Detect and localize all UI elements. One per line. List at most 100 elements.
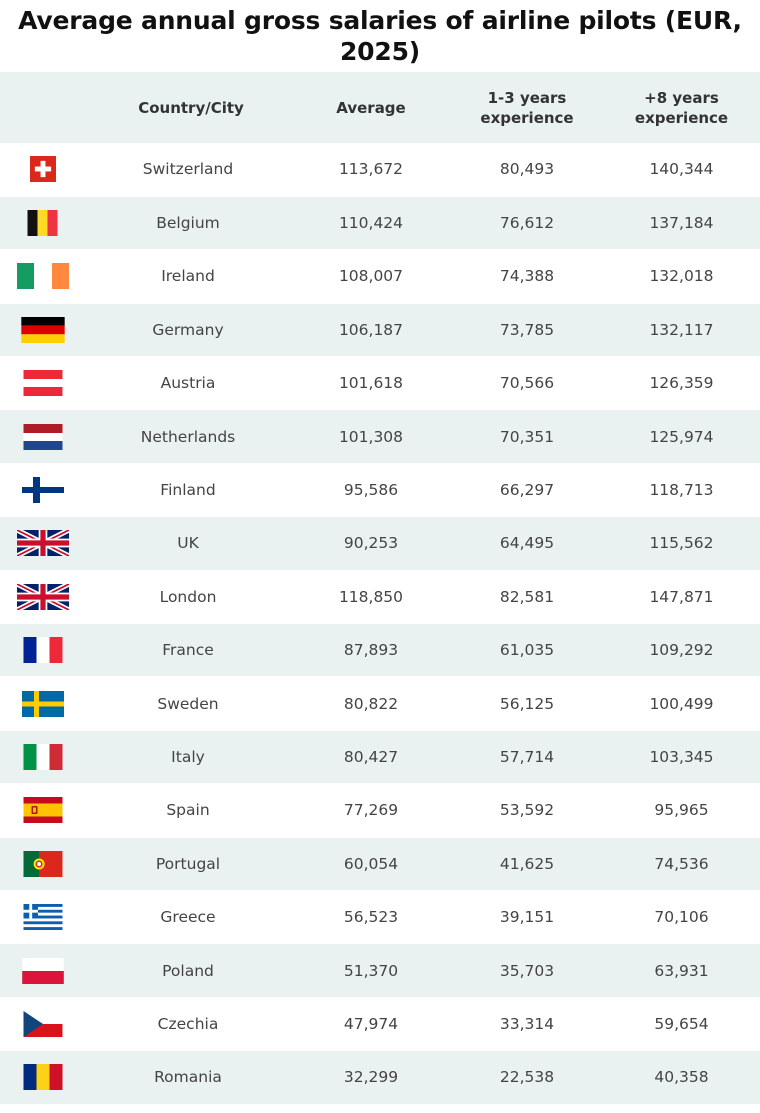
france-flag-icon	[22, 637, 64, 664]
average-value: 101,308	[338, 427, 404, 446]
czechia-flag-icon	[22, 1010, 64, 1037]
flag-cell	[0, 303, 85, 356]
table-row: France 87,893 61,035 109,292	[0, 623, 760, 677]
years-8-plus-value: 40,358	[654, 1068, 709, 1087]
average-value: 101,618	[338, 374, 404, 393]
years-1-3-value: 53,592	[499, 801, 555, 820]
flag-cell	[0, 837, 85, 890]
years-1-3-value: 82,581	[499, 587, 555, 606]
country-name: Poland	[162, 961, 214, 980]
years-8-plus-value: 103,345	[649, 747, 714, 766]
years-1-3-value: 35,703	[499, 961, 555, 980]
country-name: Greece	[160, 908, 216, 927]
years-8-plus-value: 63,931	[654, 961, 709, 980]
uk-flag-icon	[16, 530, 69, 557]
table-row: Finland 95,586 66,297 118,713	[0, 463, 760, 517]
sweden-flag-icon	[21, 690, 64, 717]
ireland-flag-icon	[16, 263, 69, 290]
average-value: 90,253	[343, 534, 399, 553]
table-row: Switzerland 113,672 80,493 140,344	[0, 143, 760, 197]
italy-flag-icon	[22, 743, 64, 770]
years-8-plus-value: 147,871	[649, 587, 714, 606]
header-8-plus-years: +8 years experience	[634, 88, 729, 127]
flag-cell	[0, 517, 85, 570]
table-header-row: Country/City Average 1-3 years experienc…	[0, 72, 760, 143]
flag-cell	[0, 196, 85, 249]
years-8-plus-value: 126,359	[649, 374, 714, 393]
austria-flag-icon	[22, 370, 64, 397]
years-1-3-value: 57,714	[499, 747, 555, 766]
years-8-plus-value: 118,713	[649, 481, 714, 500]
average-value: 113,672	[338, 160, 404, 179]
years-8-plus-value: 125,974	[649, 427, 714, 446]
table-row: Portugal 60,054 41,625 74,536	[0, 837, 760, 891]
average-value: 80,427	[343, 747, 399, 766]
average-value: 108,007	[338, 267, 404, 286]
poland-flag-icon	[21, 957, 64, 984]
country-name: Netherlands	[140, 427, 236, 446]
country-name: Germany	[152, 320, 224, 339]
table-row: Austria 101,618 70,566 126,359	[0, 356, 760, 410]
chart-title: Average annual gross salaries of airline…	[18, 6, 742, 66]
flag-cell	[0, 357, 85, 410]
average-value: 32,299	[343, 1068, 399, 1087]
flag-cell	[0, 997, 85, 1050]
average-value: 118,850	[338, 587, 404, 606]
country-name: Italy	[171, 747, 205, 766]
salary-table: Country/City Average 1-3 years experienc…	[0, 72, 760, 1105]
years-8-plus-value: 100,499	[649, 694, 714, 713]
years-8-plus-value: 59,654	[654, 1014, 709, 1033]
chart-title-container: Average annual gross salaries of airline…	[0, 0, 760, 72]
country-name: London	[159, 587, 217, 606]
country-name: Portugal	[155, 854, 221, 873]
years-8-plus-value: 95,965	[654, 801, 709, 820]
years-8-plus-value: 140,344	[649, 160, 714, 179]
years-1-3-value: 39,151	[499, 908, 555, 927]
years-8-plus-value: 137,184	[649, 214, 714, 233]
country-name: Belgium	[156, 214, 220, 233]
years-1-3-value: 64,495	[499, 534, 555, 553]
average-value: 47,974	[343, 1014, 399, 1033]
table-row: Sweden 80,822 56,125 100,499	[0, 676, 760, 731]
belgium-flag-icon	[27, 210, 58, 237]
average-value: 60,054	[343, 854, 399, 873]
years-1-3-value: 61,035	[499, 641, 555, 660]
table-row: Belgium 110,424 76,612 137,184	[0, 196, 760, 250]
table-row: Italy 80,427 57,714 103,345	[0, 730, 760, 784]
years-1-3-value: 41,625	[499, 854, 555, 873]
uk-flag-icon	[16, 583, 69, 610]
germany-flag-icon	[20, 316, 65, 343]
table-row: Spain 77,269 53,592 95,965	[0, 783, 760, 838]
country-name: Ireland	[161, 267, 215, 286]
average-value: 110,424	[338, 214, 404, 233]
spain-flag-icon	[22, 797, 64, 824]
table-row: Ireland 108,007 74,388 132,018	[0, 249, 760, 304]
header-country-city: Country/City	[138, 98, 244, 117]
flag-cell	[0, 890, 85, 943]
country-name: France	[162, 641, 214, 660]
flag-cell	[0, 730, 85, 783]
average-value: 51,370	[343, 961, 399, 980]
country-name: Austria	[160, 374, 216, 393]
years-1-3-value: 80,493	[499, 160, 555, 179]
country-name: Spain	[166, 801, 210, 820]
average-value: 77,269	[343, 801, 399, 820]
years-1-3-value: 76,612	[499, 214, 555, 233]
average-value: 56,523	[343, 908, 399, 927]
flag-cell	[0, 250, 85, 303]
average-value: 87,893	[343, 641, 399, 660]
netherlands-flag-icon	[22, 423, 64, 450]
switzerland-flag-icon	[29, 156, 56, 183]
flag-cell	[0, 624, 85, 677]
years-1-3-value: 73,785	[499, 320, 555, 339]
country-name: Romania	[154, 1068, 222, 1087]
years-1-3-value: 33,314	[499, 1014, 555, 1033]
table-row: Germany 106,187 73,785 132,117	[0, 303, 760, 357]
years-1-3-value: 70,351	[499, 427, 555, 446]
years-8-plus-value: 132,018	[649, 267, 714, 286]
years-8-plus-value: 132,117	[649, 320, 714, 339]
flag-cell	[0, 410, 85, 463]
flag-cell	[0, 570, 85, 623]
years-8-plus-value: 70,106	[654, 908, 709, 927]
header-average: Average	[336, 98, 406, 117]
